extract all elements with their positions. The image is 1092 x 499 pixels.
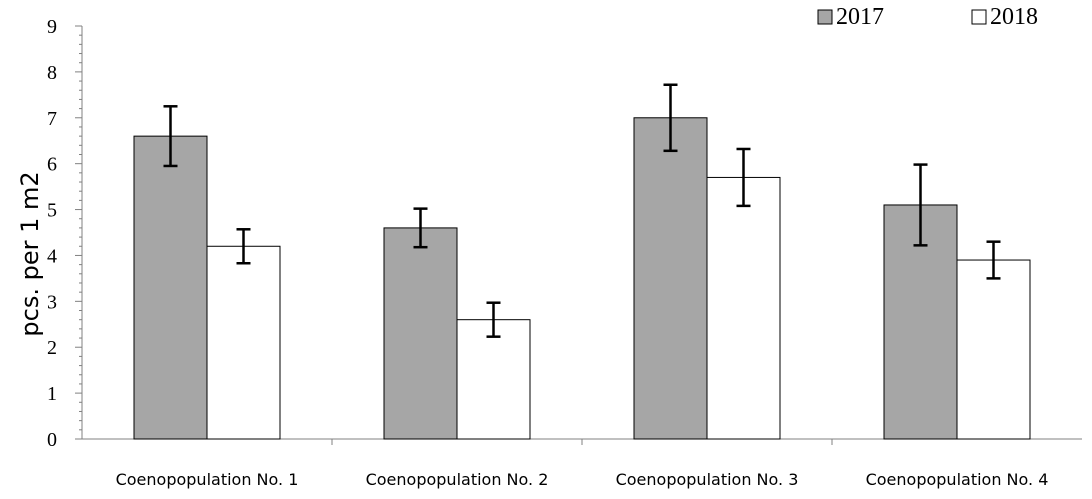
bar bbox=[706, 176, 781, 440]
category-label: Coenopopulation No. 1 bbox=[116, 470, 299, 489]
bars bbox=[133, 117, 1031, 440]
legend-label: 2017 bbox=[836, 4, 884, 30]
category-label: Coenopopulation No. 2 bbox=[366, 470, 549, 489]
legend-label: 2018 bbox=[990, 4, 1038, 30]
y-tick-label: 4 bbox=[47, 245, 57, 267]
category-labels: Coenopopulation No. 1 Coenopopulation No.… bbox=[116, 470, 1049, 489]
y-tick-label: 3 bbox=[47, 291, 57, 313]
bar bbox=[956, 259, 1031, 440]
bar bbox=[206, 245, 281, 440]
y-tick-label: 0 bbox=[47, 429, 57, 451]
y-tick-label: 9 bbox=[47, 16, 57, 38]
x-axis bbox=[82, 438, 1082, 445]
bar bbox=[383, 227, 458, 440]
legend: 2017 2018 bbox=[817, 4, 1038, 30]
legend-swatch bbox=[817, 9, 833, 25]
bar bbox=[133, 135, 208, 440]
legend-swatch bbox=[971, 9, 987, 25]
bar bbox=[633, 117, 708, 440]
y-tick-label: 1 bbox=[47, 383, 57, 405]
y-tick-label: 6 bbox=[47, 154, 57, 176]
error-bars bbox=[163, 83, 1001, 338]
y-tick-label: 5 bbox=[47, 200, 57, 222]
category-label: Coenopopulation No. 4 bbox=[866, 470, 1049, 489]
y-tick-label: 2 bbox=[47, 337, 57, 359]
y-axis: 0 1 2 3 4 5 6 7 8 9 bbox=[47, 16, 83, 451]
y-tick-label: 7 bbox=[47, 108, 57, 130]
y-tick-label: 8 bbox=[47, 62, 57, 84]
y-axis-title: pcs. per 1 m2 bbox=[16, 171, 44, 336]
category-label: Coenopopulation No. 3 bbox=[616, 470, 799, 489]
bar bbox=[456, 319, 531, 440]
